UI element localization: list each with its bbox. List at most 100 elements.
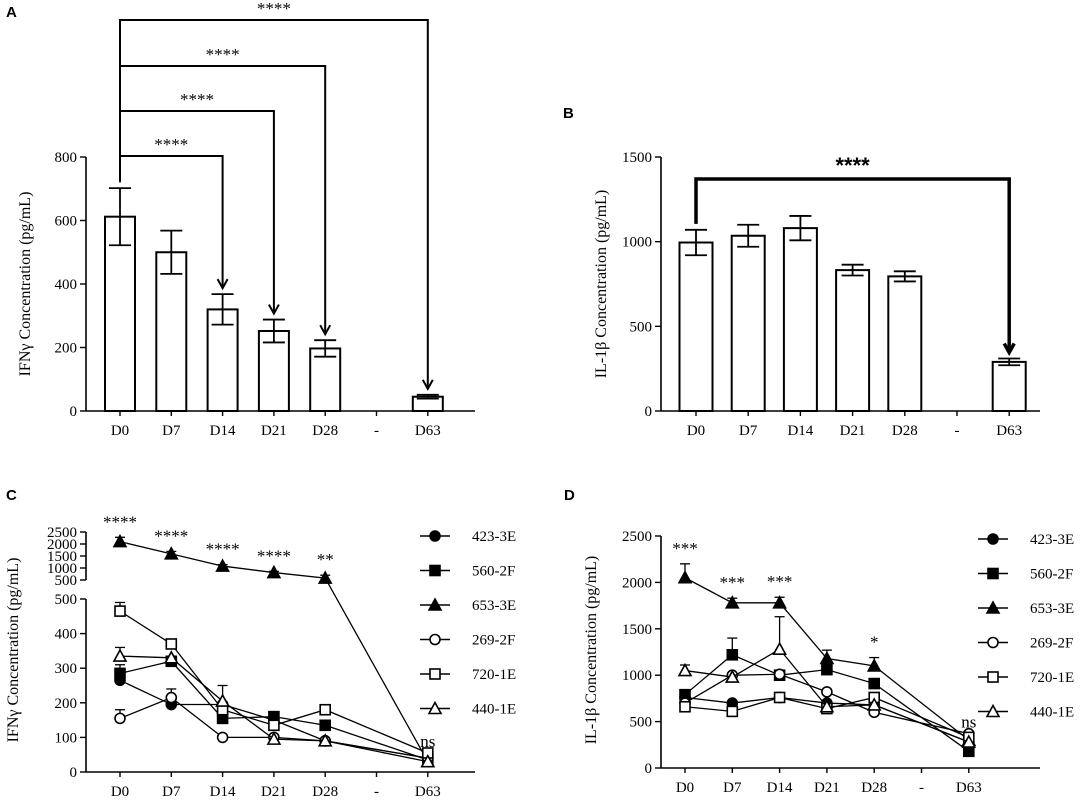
x-tick-label: D21 [261,423,287,439]
significance-label: ns [961,713,976,732]
legend-label: 560-2F [1030,567,1073,583]
data-point-triangle [163,650,179,664]
data-point-circle [114,712,126,725]
data-point-square [319,719,332,732]
significance-label: ** [317,550,334,569]
y-tick-label: 400 [55,627,78,643]
significance-label: *** [720,573,746,592]
data-point-square [868,677,881,690]
data-point-circle [987,533,999,545]
x-tick-label: D0 [687,423,705,439]
data-point-triangle [985,600,1001,614]
data-point-triangle [112,648,128,662]
y-tick-label: 2000 [47,537,77,553]
data-point-circle [429,530,441,542]
x-tick-label: D7 [723,780,742,796]
data-point-square [821,663,833,676]
bar [155,251,188,412]
series-line [684,648,970,743]
y-tick-label: 0 [70,404,78,420]
x-tick-label: D63 [415,423,441,439]
data-point-triangle [317,570,333,584]
data-point-square [429,564,441,577]
series-line [119,655,428,763]
data-point-triangle [427,597,443,611]
y-tick-label: 1000 [622,668,652,684]
series-line [119,610,429,754]
y-tick-label: 1000 [47,561,77,577]
series-line [684,577,970,741]
y-axis-title: IFNγ Concentration (pg/mL) [17,192,34,377]
panel-label-d: D [564,487,575,504]
data-point-triangle [677,570,693,584]
x-tick-label: D21 [261,784,287,800]
data-point-triangle [266,731,282,745]
x-tick-label: - [374,784,379,800]
legend-label: 653-3E [1030,601,1074,617]
significance-arrow [1002,342,1016,357]
legend-label: 269-2F [1030,636,1073,652]
data-point-circle [216,731,229,744]
bar [991,360,1027,413]
panel-label-c: C [6,487,17,504]
data-point-square [987,567,999,580]
bar [782,227,818,412]
y-tick-label: 0 [645,761,653,777]
data-point-circle [165,691,178,704]
significance-label: **** [206,45,240,64]
data-point-triangle [724,595,740,609]
data-point-square [268,719,280,732]
data-point-triangle [215,693,230,707]
series-line [684,673,969,735]
data-point-triangle [819,699,835,713]
y-tick-label: 600 [55,214,78,230]
y-tick-label: 100 [55,730,78,746]
x-tick-label: D7 [162,423,181,439]
significance-arrow [319,324,332,337]
panel-b-chart: 0 500 1000 1500 D0 D7 D14 D21 D28 - D63 IL-1β Conce… [593,150,1040,439]
legend-label: 560-2F [472,564,515,580]
data-point-square [114,605,126,617]
bar [206,308,239,412]
y-tick-label: 1500 [622,622,652,638]
x-tick-label: D63 [415,784,441,800]
significance-bracket [694,177,1011,353]
y-tick-label: 800 [55,150,78,166]
legend-label: 423-3E [1030,532,1074,548]
y-axis-title: IFNγ Concentration (pg/mL) [5,558,22,743]
data-point-triangle [819,650,835,665]
data-point-triangle [866,697,882,711]
significance-arrow [216,278,229,291]
y-tick-label: 0 [645,404,653,420]
y-tick-label: 500 [55,592,78,608]
x-tick-label: D21 [840,423,866,439]
y-tick-label: 0 [70,765,78,781]
panel-d-chart: 0 500 1000 1500 2000 2500 D0 D7 D14 D21 D28 - D63 IL-… [583,529,1074,796]
y-axis-title: IL-1β Concentration (pg/mL) [593,190,610,379]
y-tick-label: 500 [630,715,653,731]
data-point-triangle [677,662,693,677]
x-tick-label: - [919,780,924,796]
y-tick-label: 200 [55,696,78,712]
significance-arrow [421,379,434,391]
y-tick-label: 500 [55,573,78,589]
legend-label: 440-1E [1030,705,1074,721]
bar [678,241,714,412]
data-point-triangle [420,753,436,768]
data-point-circle [429,633,441,646]
y-axis-title: IL-1β Concentration (pg/mL) [583,556,600,745]
data-point-triangle [724,669,740,683]
x-tick-label: D0 [676,780,694,796]
x-tick-label: D63 [956,780,982,796]
data-point-circle [821,686,833,698]
bar [835,269,871,412]
series-line [119,540,429,762]
significance-label: **** [257,546,291,565]
data-point-triangle [985,703,1001,718]
data-point-triangle [961,734,977,748]
significance-label: **** [257,0,291,18]
data-point-square [987,671,999,683]
significance-label: ns [420,732,435,751]
significance-bracket [119,19,429,389]
